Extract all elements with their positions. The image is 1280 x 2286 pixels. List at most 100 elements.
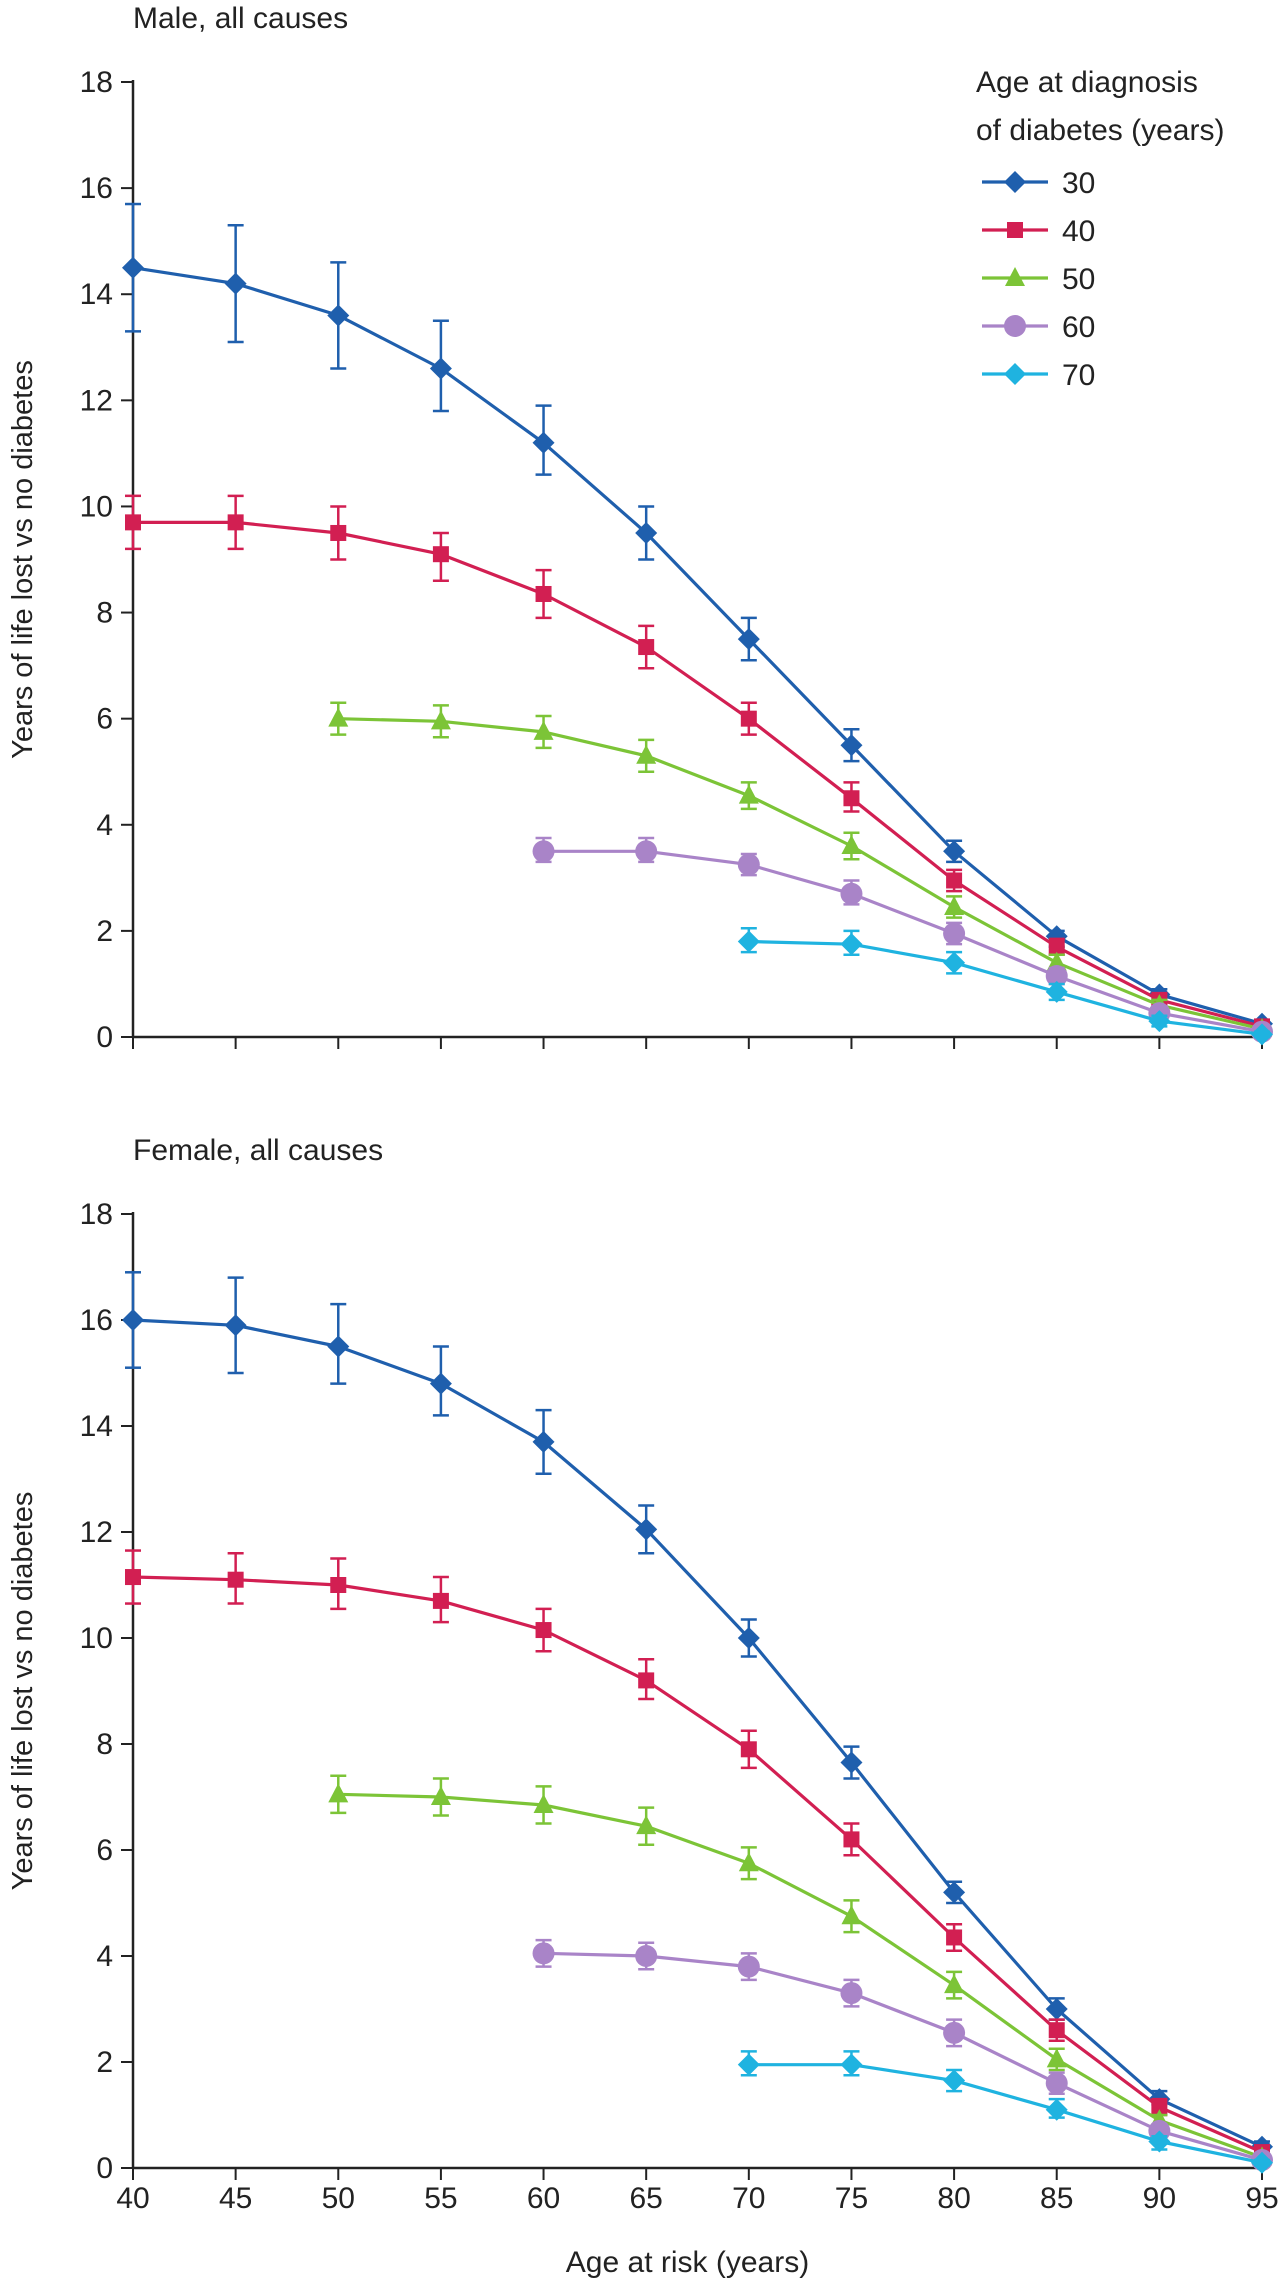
male-y-tick-label: 8 [96, 597, 113, 630]
male-series-40-point-marker [330, 524, 347, 541]
female-y-tick-label: 6 [96, 1834, 113, 1867]
female-series-50-point-marker [944, 1974, 965, 1994]
female-series-40-point-marker [125, 1569, 141, 1586]
male-y-tick-label: 18 [80, 66, 113, 99]
female-x-tick-label: 45 [219, 2182, 252, 2215]
female-x-tick-label: 65 [629, 2182, 662, 2215]
male-series-30-point-marker [429, 357, 452, 380]
legend: Age at diagnosis of diabetes (years) 30 40 5… [976, 66, 1224, 392]
female-series-50-point-marker [636, 1815, 657, 1835]
male-series-60-point-marker [943, 922, 966, 945]
legend-title: Age at diagnosis [976, 66, 1198, 99]
male-series-40-point-marker [740, 710, 757, 727]
male-y-tick-label: 4 [96, 809, 113, 842]
female-series-60-point-marker [943, 2021, 966, 2044]
female-x-tick-label: 50 [322, 2182, 355, 2215]
female-chart-title: Female, all causes [133, 1134, 383, 1167]
male-series-30-point-marker [122, 256, 144, 279]
legend-label: 40 [1062, 215, 1095, 248]
male-series-60-point-marker [840, 882, 863, 905]
male-series-60 [532, 836, 1273, 1043]
male-series-30-point-marker [327, 304, 350, 327]
male-y-tick-label: 16 [80, 172, 113, 205]
female-series-60-point-marker [840, 1982, 863, 2005]
female-series-40-point-marker [1151, 2099, 1168, 2116]
male-series-50-point-marker [636, 744, 657, 764]
female-series-30-point-marker [943, 1881, 966, 1904]
female-series-30-point-marker [327, 1335, 350, 1358]
female-series-70-point-marker [1251, 2151, 1273, 2174]
male-series-50-point-marker [944, 896, 965, 916]
male-series-40-point-marker [125, 514, 141, 531]
legend-swatch-marker [1004, 171, 1026, 193]
legend-swatch-marker [1005, 267, 1025, 286]
male-y-axis-label: Years of life lost vs no diabetes [7, 360, 39, 759]
male-series-40-point-marker [535, 585, 552, 602]
male-series-50-point-marker [430, 710, 451, 730]
male-series-40-point-marker [1048, 938, 1065, 955]
female-series-40-point-marker [535, 1622, 552, 1639]
female-x-axis-label: Age at risk (years) [566, 2246, 809, 2279]
female-series-50-point-marker [1046, 2048, 1067, 2068]
female-x-tick-label: 80 [937, 2182, 970, 2215]
female-x-tick-label: 60 [527, 2182, 560, 2215]
female-series-60-line [543, 1951, 1263, 2162]
female-series-70-point-marker [1148, 2130, 1171, 2153]
male-chart-title: Male, all causes [133, 2, 348, 35]
female-series-70-point-marker [737, 2053, 760, 2076]
female-series-70 [737, 2050, 1273, 2174]
male-series-40-line [133, 520, 1263, 1028]
male-series-40-point-marker [946, 872, 963, 889]
female-series-40-point-marker [638, 1672, 655, 1689]
female-series-50-point-marker [841, 1905, 862, 1925]
female-series-30-point-marker [737, 1627, 760, 1649]
legend-label: 70 [1062, 359, 1095, 392]
female-series-50-point-marker [328, 1783, 349, 1803]
legend-swatch-marker [1004, 315, 1026, 337]
male-series-70 [737, 926, 1273, 1046]
male-series-30-point-marker [532, 431, 555, 454]
female-x-tick-label: 70 [732, 2182, 765, 2215]
female-series-50-line [338, 1792, 1263, 2159]
male-y-tick-label: 0 [96, 1021, 113, 1054]
female-series-40 [125, 1549, 1270, 2161]
female-x-tick-label: 40 [116, 2182, 149, 2215]
male-panel: Male, all causes 0 2 4 6 8 10 12 14 16 18 Years of … [7, 2, 1273, 1054]
male-series-30-point-marker [635, 521, 658, 544]
female-series-40-point-marker [740, 1741, 757, 1758]
female-series-50 [328, 1774, 1272, 2166]
female-series-40-point-marker [432, 1592, 449, 1609]
male-series-40-point-marker [843, 790, 860, 807]
female-series-30 [122, 1271, 1273, 2158]
female-x-tick-label: 55 [424, 2182, 457, 2215]
female-x-tick-label: 85 [1040, 2182, 1073, 2215]
female-y-tick-label: 16 [80, 1304, 113, 1337]
male-y-tick-label: 12 [80, 384, 113, 417]
female-series-70-point-marker [1045, 2098, 1068, 2121]
male-series-70-point-marker [1148, 1010, 1171, 1033]
female-series-30-point-marker [224, 1314, 247, 1337]
female-series-30-point-marker [635, 1518, 658, 1541]
male-series-30-point-marker [840, 734, 863, 757]
female-y-tick-label: 12 [80, 1516, 113, 1549]
male-series-50-line [338, 717, 1263, 1031]
legend-label: 50 [1062, 263, 1095, 296]
female-series-30-line [132, 1318, 1263, 2149]
female-series-50-point-marker [430, 1786, 451, 1805]
male-series-50-point-marker [841, 835, 862, 854]
female-y-tick-label: 4 [96, 1940, 113, 1973]
male-series-70-point-marker [1251, 1023, 1273, 1046]
male-series-40-point-marker [432, 546, 449, 563]
male-series-70-line [748, 939, 1263, 1036]
legend-swatch-marker [1004, 363, 1026, 385]
female-y-axis-label: Years of life lost vs no diabetes [7, 1492, 39, 1891]
female-series-70-point-marker [840, 2053, 863, 2076]
male-series-40-point-marker [638, 639, 655, 656]
male-series-40-point-marker [227, 514, 244, 531]
female-series-60-point-marker [635, 1945, 658, 1967]
male-y-tick-label: 10 [80, 490, 113, 523]
female-series-50-point-marker [738, 1852, 759, 1872]
male-series-50-point-marker [328, 707, 349, 727]
female-y-tick-label: 14 [80, 1410, 113, 1443]
